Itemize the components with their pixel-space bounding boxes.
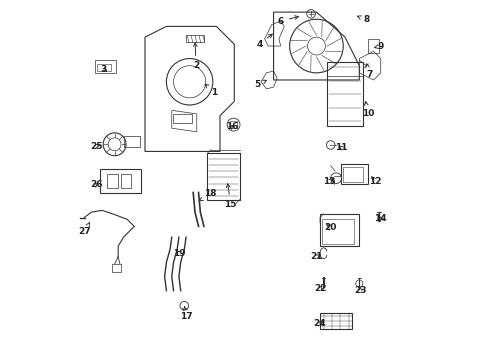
Bar	[320, 313, 352, 329]
Text: 27: 27	[78, 222, 91, 236]
Text: 24: 24	[314, 319, 326, 328]
Text: 1: 1	[205, 84, 218, 97]
Bar	[320, 214, 359, 246]
Text: 23: 23	[354, 285, 367, 294]
Bar	[342, 164, 368, 184]
Text: 9: 9	[374, 41, 384, 50]
Text: 5: 5	[254, 80, 267, 89]
Text: 22: 22	[314, 284, 326, 293]
Text: 4: 4	[256, 34, 272, 49]
Text: 7: 7	[366, 64, 372, 79]
Text: 21: 21	[310, 252, 323, 261]
Bar	[343, 167, 363, 182]
Bar	[107, 174, 118, 188]
Bar	[368, 39, 379, 53]
Bar	[95, 60, 117, 73]
Text: 15: 15	[224, 184, 237, 209]
Bar	[173, 114, 193, 123]
Text: 11: 11	[335, 143, 348, 152]
Text: 26: 26	[90, 180, 102, 189]
Text: 25: 25	[90, 141, 102, 150]
Text: 8: 8	[357, 15, 369, 24]
Text: 3: 3	[101, 65, 107, 74]
Text: 6: 6	[278, 16, 298, 26]
Text: 16: 16	[225, 122, 238, 131]
Text: 18: 18	[199, 189, 217, 201]
Bar	[112, 264, 121, 272]
Bar	[207, 153, 240, 200]
Text: 12: 12	[369, 176, 382, 185]
Text: 14: 14	[374, 214, 387, 223]
Text: 13: 13	[323, 177, 335, 186]
Bar	[327, 62, 363, 126]
Bar	[123, 136, 140, 147]
Text: 19: 19	[172, 249, 185, 258]
Bar	[121, 174, 131, 188]
Bar	[97, 64, 111, 71]
Text: 17: 17	[180, 306, 193, 321]
Text: 2: 2	[193, 43, 199, 70]
Text: 20: 20	[324, 222, 337, 231]
Bar	[322, 219, 354, 244]
Bar	[100, 169, 142, 193]
Text: 10: 10	[362, 102, 374, 118]
Bar	[230, 121, 237, 128]
